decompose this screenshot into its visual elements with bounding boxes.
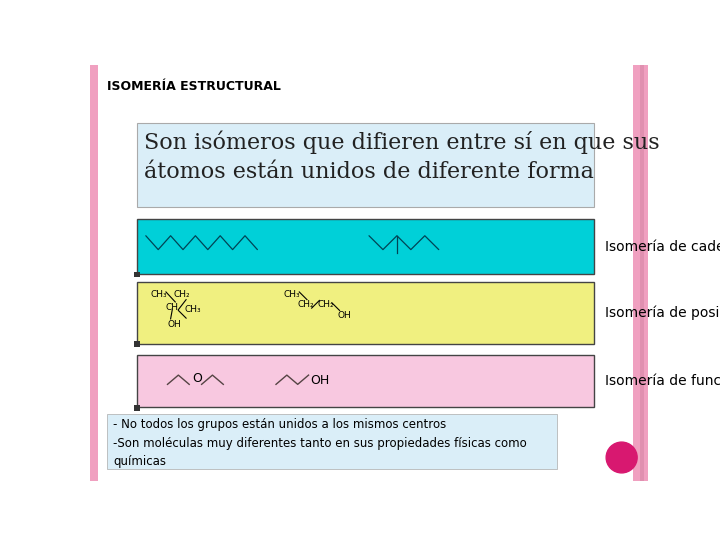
Bar: [107, 414, 557, 469]
Bar: [632, 65, 648, 481]
Bar: [137, 355, 594, 408]
Text: CH₂: CH₂: [318, 300, 335, 309]
Text: Isomería de cadena: Isomería de cadena: [606, 240, 720, 253]
Text: OH: OH: [310, 374, 329, 387]
Text: CH: CH: [166, 303, 179, 312]
Text: Isomería de posición: Isomería de posición: [606, 306, 720, 320]
Text: Son isómeros que difieren entre sí en que sus
átomos están unidos de diferente f: Son isómeros que difieren entre sí en qu…: [144, 130, 660, 183]
Text: CH₂: CH₂: [297, 300, 314, 309]
Bar: [137, 219, 594, 274]
Text: ISOMERÍA ESTRUCTURAL: ISOMERÍA ESTRUCTURAL: [107, 80, 281, 93]
Bar: [134, 272, 140, 278]
Text: CH₂: CH₂: [174, 289, 190, 299]
Bar: [137, 282, 594, 343]
Bar: [90, 65, 98, 481]
Text: CH₃: CH₃: [150, 289, 167, 299]
Text: - No todos los grupos están unidos a los mismos centros
-Son moléculas muy difer: - No todos los grupos están unidos a los…: [113, 418, 527, 468]
Bar: [137, 123, 594, 207]
Bar: [134, 405, 140, 410]
Bar: [134, 341, 140, 347]
Text: OH: OH: [168, 320, 181, 329]
Text: CH₃: CH₃: [184, 305, 201, 314]
Text: CH₃: CH₃: [284, 289, 300, 299]
Text: O: O: [192, 372, 202, 384]
Circle shape: [606, 442, 637, 473]
Text: Isomería de función: Isomería de función: [606, 374, 720, 388]
Text: OH: OH: [338, 311, 352, 320]
Bar: [640, 65, 644, 481]
